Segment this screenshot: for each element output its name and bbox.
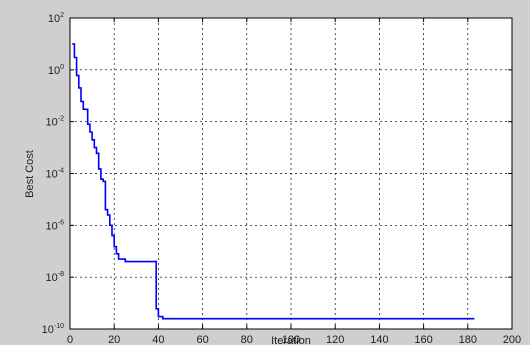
x-axis-label: Iteration — [271, 335, 311, 345]
x-tick-label: 60 — [196, 334, 208, 345]
y-tick-label: 10-2 — [46, 116, 65, 129]
y-tick-label: 100 — [48, 64, 64, 77]
y-axis-label: Best Cost — [24, 150, 36, 198]
y-tick-label: 10-8 — [46, 271, 65, 284]
x-tick-label: 40 — [152, 334, 164, 345]
grid-lines — [70, 18, 512, 329]
x-tick-label: 120 — [326, 334, 344, 345]
x-tick-label: 160 — [414, 334, 432, 345]
y-tick-label: 10-4 — [46, 168, 65, 181]
x-tick-label: 20 — [108, 334, 120, 345]
x-tick-label: 180 — [459, 334, 477, 345]
y-tick-label: 102 — [48, 12, 64, 25]
series-line — [72, 43, 475, 320]
y-tick-label: 10-10 — [42, 323, 64, 336]
x-axis-ticks: 0 20 40 60 80 100 120 140 160 180 200 — [67, 18, 521, 345]
x-tick-label: 200 — [503, 334, 521, 345]
y-axis-ticks: 102 100 10-2 10-4 10-6 10-8 10-10 — [42, 12, 512, 336]
x-tick-label: 80 — [241, 334, 253, 345]
y-tick-label: 10-6 — [46, 219, 65, 232]
x-tick-label: 100 — [282, 334, 300, 345]
x-tick-label: 0 — [67, 334, 73, 345]
x-tick-label: 140 — [370, 334, 388, 345]
